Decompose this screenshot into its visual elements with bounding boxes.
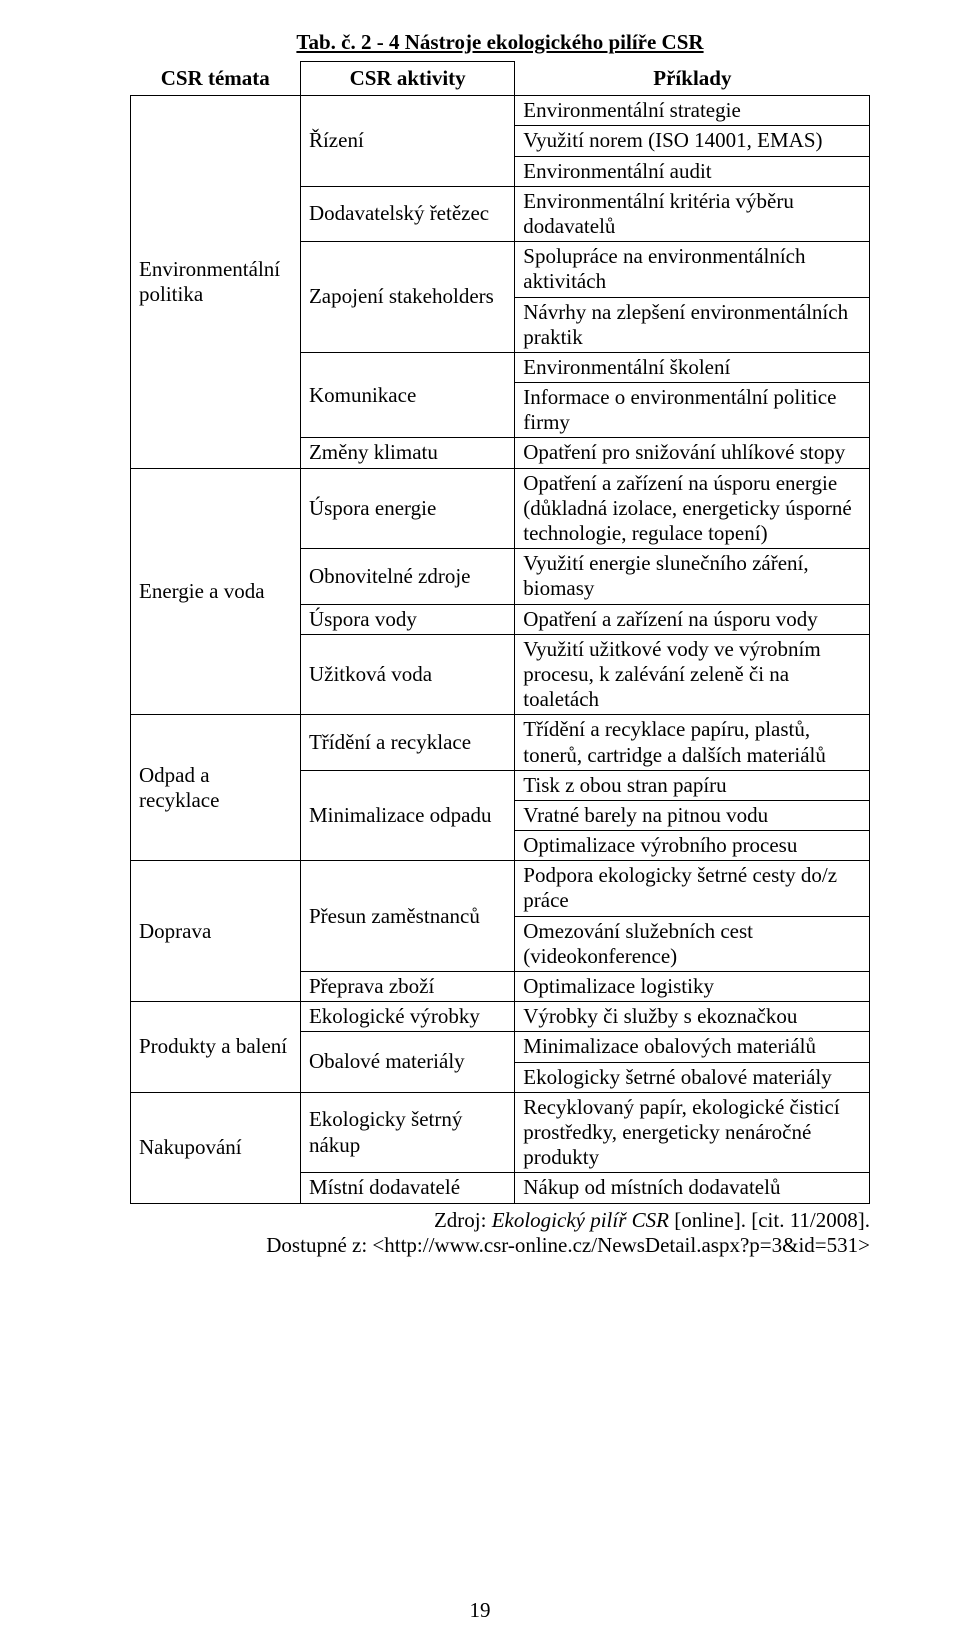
csr-activity-cell: Minimalizace odpadu [300, 770, 514, 861]
source-citation: Zdroj: Ekologický pilíř CSR [online]. [c… [130, 1208, 870, 1258]
table-row: Produkty a baleníEkologické výrobkyVýrob… [131, 1002, 870, 1032]
csr-example-cell: Třídění a recyklace papíru, plastů, tone… [515, 715, 870, 770]
csr-activity-cell: Komunikace [300, 352, 514, 438]
csr-activity-cell: Místní dodavatelé [300, 1173, 514, 1203]
table-header: Příklady [515, 62, 870, 96]
csr-example-cell: Omezování služebních cest (videokonferen… [515, 916, 870, 971]
csr-theme-cell: Produkty a balení [131, 1002, 301, 1093]
csr-example-cell: Opatření pro snižování uhlíkové stopy [515, 438, 870, 468]
csr-activity-cell: Přesun zaměstnanců [300, 861, 514, 972]
table-row: NakupováníEkologicky šetrný nákupRecyklo… [131, 1092, 870, 1173]
csr-example-cell: Výrobky či služby s ekoznačkou [515, 1002, 870, 1032]
table-header-row: CSR témata CSR aktivity Příklady [131, 62, 870, 96]
csr-activity-cell: Dodavatelský řetězec [300, 186, 514, 241]
csr-example-cell: Minimalizace obalových materiálů [515, 1032, 870, 1062]
csr-example-cell: Nákup od místních dodavatelů [515, 1173, 870, 1203]
source-line2: Dostupné z: <http://www.csr-online.cz/Ne… [266, 1233, 870, 1257]
csr-activity-cell: Obalové materiály [300, 1032, 514, 1092]
csr-theme-cell: Doprava [131, 861, 301, 1002]
table-header: CSR témata [131, 62, 301, 96]
csr-example-cell: Environmentální strategie [515, 96, 870, 126]
csr-theme-cell: Energie a voda [131, 468, 301, 715]
csr-activity-cell: Přeprava zboží [300, 972, 514, 1002]
document-page: Tab. č. 2 - 4 Nástroje ekologického pilí… [0, 0, 960, 1648]
csr-example-cell: Informace o environmentální politice fir… [515, 383, 870, 438]
csr-table: CSR témata CSR aktivity Příklady Environ… [130, 61, 870, 1204]
source-prefix: Zdroj: [434, 1208, 492, 1232]
csr-example-cell: Využití energie slunečního záření, bioma… [515, 549, 870, 604]
csr-activity-cell: Změny klimatu [300, 438, 514, 468]
csr-activity-cell: Užitková voda [300, 634, 514, 715]
csr-example-cell: Recyklovaný papír, ekologické čisticí pr… [515, 1092, 870, 1173]
table-row: DopravaPřesun zaměstnancůPodpora ekologi… [131, 861, 870, 916]
table-header: CSR aktivity [300, 62, 514, 96]
csr-example-cell: Optimalizace logistiky [515, 972, 870, 1002]
csr-example-cell: Opatření a zařízení na úsporu vody [515, 604, 870, 634]
csr-activity-cell: Obnovitelné zdroje [300, 549, 514, 604]
csr-activity-cell: Ekologicky šetrný nákup [300, 1092, 514, 1173]
source-italic: Ekologický pilíř CSR [492, 1208, 675, 1232]
csr-example-cell: Vratné barely na pitnou vodu [515, 800, 870, 830]
csr-example-cell: Podpora ekologicky šetrné cesty do/z prá… [515, 861, 870, 916]
csr-theme-cell: Odpad a recyklace [131, 715, 301, 861]
table-row: Environmentální politikaŘízeníEnvironmen… [131, 96, 870, 126]
csr-example-cell: Využití užitkové vody ve výrobním proces… [515, 634, 870, 715]
page-number: 19 [0, 1598, 960, 1623]
csr-activity-cell: Řízení [300, 96, 514, 187]
table-row: Odpad a recyklaceTřídění a recyklaceTříd… [131, 715, 870, 770]
csr-theme-cell: Environmentální politika [131, 96, 301, 468]
csr-example-cell: Optimalizace výrobního procesu [515, 831, 870, 861]
csr-example-cell: Využití norem (ISO 14001, EMAS) [515, 126, 870, 156]
csr-activity-cell: Zapojení stakeholders [300, 242, 514, 353]
csr-activity-cell: Ekologické výrobky [300, 1002, 514, 1032]
table-row: Energie a vodaÚspora energieOpatření a z… [131, 468, 870, 549]
csr-example-cell: Tisk z obou stran papíru [515, 770, 870, 800]
csr-example-cell: Spolupráce na environmentálních aktivitá… [515, 242, 870, 297]
csr-example-cell: Návrhy na zlepšení environmentálních pra… [515, 297, 870, 352]
csr-activity-cell: Úspora vody [300, 604, 514, 634]
csr-example-cell: Opatření a zařízení na úsporu energie (d… [515, 468, 870, 549]
csr-activity-cell: Úspora energie [300, 468, 514, 549]
csr-activity-cell: Třídění a recyklace [300, 715, 514, 770]
csr-example-cell: Environmentální kritéria výběru dodavate… [515, 186, 870, 241]
csr-example-cell: Environmentální audit [515, 156, 870, 186]
csr-example-cell: Ekologicky šetrné obalové materiály [515, 1062, 870, 1092]
csr-example-cell: Environmentální školení [515, 352, 870, 382]
source-rest: [online]. [cit. 11/2008]. [674, 1208, 870, 1232]
table-title: Tab. č. 2 - 4 Nástroje ekologického pilí… [130, 30, 870, 55]
csr-theme-cell: Nakupování [131, 1092, 301, 1203]
